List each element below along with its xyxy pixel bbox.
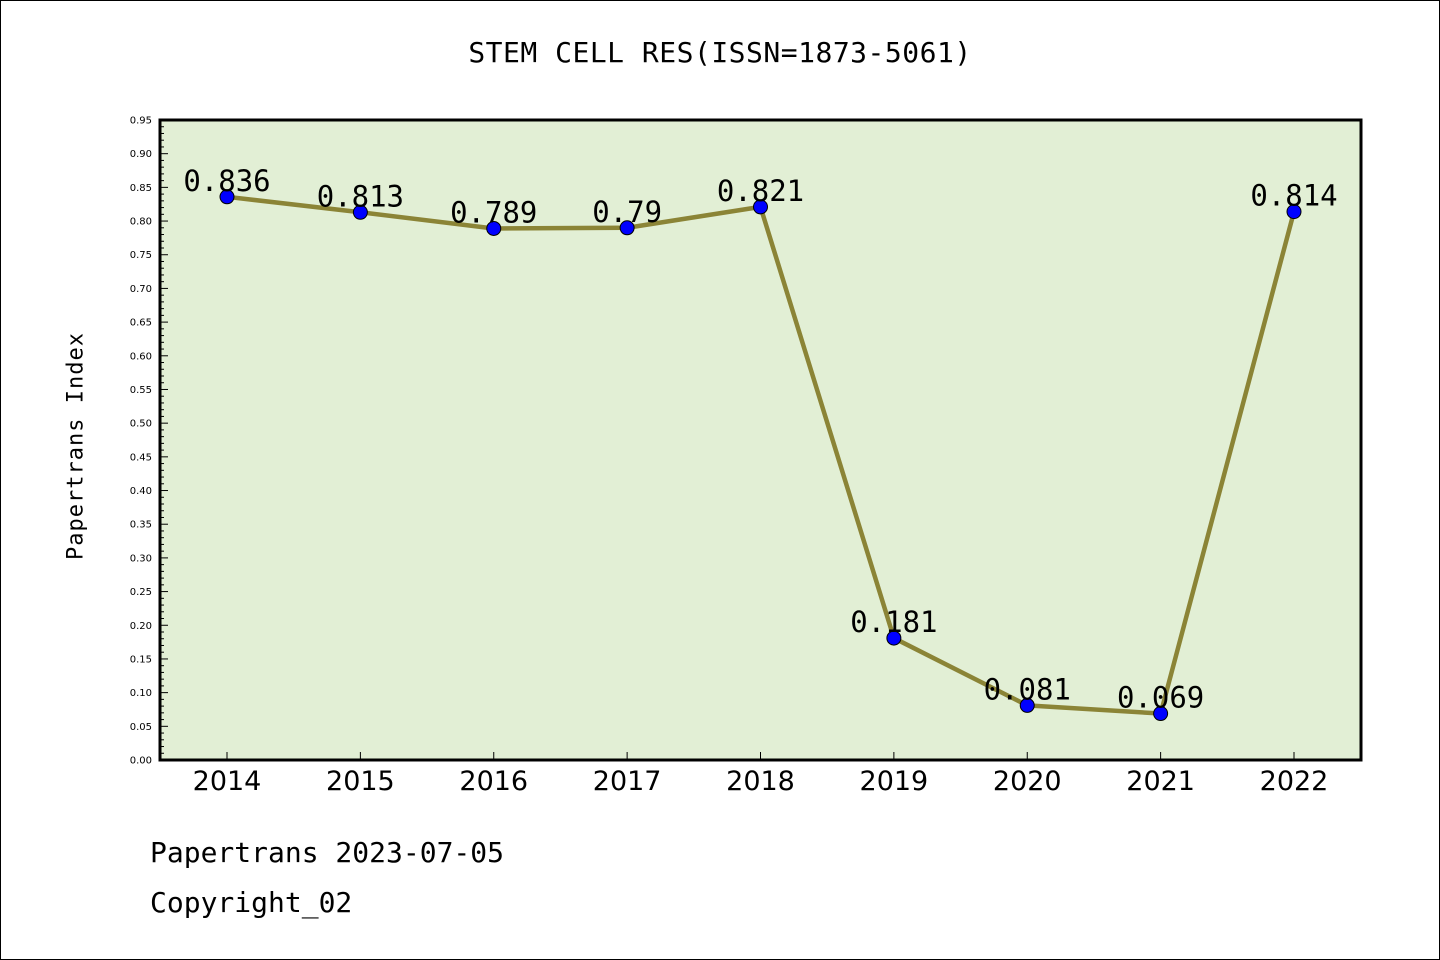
y-tick-label: 0.30 xyxy=(130,553,152,564)
y-tick-label: 0.40 xyxy=(130,486,152,497)
y-tick-label: 0.55 xyxy=(130,385,152,396)
y-axis: 0.00 0.05 0.10 0.15 0.20 0.25 0.30 0.35 0.40 0.45… xyxy=(130,116,168,767)
chart-title: STEM CELL RES(ISSN=1873-5061) xyxy=(468,36,972,69)
data-label: 0.069 xyxy=(1117,681,1204,715)
x-tick-label: 2020 xyxy=(993,766,1062,797)
y-tick-label: 0.85 xyxy=(130,183,152,194)
data-label: 0.789 xyxy=(450,195,537,229)
data-point xyxy=(886,630,902,646)
y-tick-label: 0.70 xyxy=(130,284,152,295)
y-tick-label: 0.50 xyxy=(130,419,152,430)
y-tick-label: 0.95 xyxy=(130,116,152,127)
data-point xyxy=(486,220,502,236)
data-label: 0.081 xyxy=(984,672,1071,706)
y-tick-label: 0.35 xyxy=(130,520,152,531)
x-tick-label: 2018 xyxy=(726,766,795,797)
x-tick-label: 2021 xyxy=(1126,766,1195,797)
y-tick-label: 0.80 xyxy=(130,217,152,228)
x-tick-label: 2017 xyxy=(593,766,662,797)
y-tick-label: 0.15 xyxy=(130,654,152,665)
y-tick-label: 0.90 xyxy=(130,149,152,160)
data-label: 0.814 xyxy=(1250,179,1337,213)
data-label: 0.813 xyxy=(317,179,404,213)
plot-area xyxy=(160,120,1361,760)
data-point xyxy=(619,220,635,236)
x-tick-label: 2014 xyxy=(193,766,262,797)
x-axis: 2014 2015 2016 2017 2018 2019 2020 2021 2022 xyxy=(193,752,1329,797)
plot-border xyxy=(158,118,1363,762)
data-point xyxy=(219,189,235,205)
footer-date: Papertrans 2023-07-05 xyxy=(150,836,505,869)
x-tick-label: 2016 xyxy=(459,766,528,797)
data-point xyxy=(1019,697,1035,713)
y-tick-label: 0.25 xyxy=(130,587,152,598)
y-tick-label: 0.60 xyxy=(130,351,152,362)
data-label: 0.821 xyxy=(717,174,804,208)
data-labels: 0.836 0.813 0.789 0.79 0.821 0.181 0.081 0.069 0… xyxy=(183,164,1337,715)
data-label: 0.836 xyxy=(183,164,270,198)
series-markers xyxy=(219,189,1302,722)
x-tick-label: 2019 xyxy=(860,766,929,797)
y-tick-label: 0.05 xyxy=(130,722,152,733)
data-point xyxy=(352,204,368,220)
y-tick-label: 0.65 xyxy=(130,318,152,329)
x-tick-label: 2015 xyxy=(326,766,395,797)
y-tick-label: 0.10 xyxy=(130,688,152,699)
y-tick-label: 0.45 xyxy=(130,452,152,463)
data-point xyxy=(1153,706,1169,722)
footer-copyright: Copyright_02 xyxy=(150,886,353,919)
data-label: 0.79 xyxy=(592,195,662,229)
data-point xyxy=(753,199,768,215)
y-tick-label: 0.20 xyxy=(130,621,152,632)
data-label: 0.181 xyxy=(850,605,937,639)
data-point xyxy=(1286,204,1302,220)
y-tick-label: 0.75 xyxy=(130,250,152,261)
x-tick-label: 2022 xyxy=(1260,766,1329,797)
y-tick-label: 0.00 xyxy=(130,756,152,767)
